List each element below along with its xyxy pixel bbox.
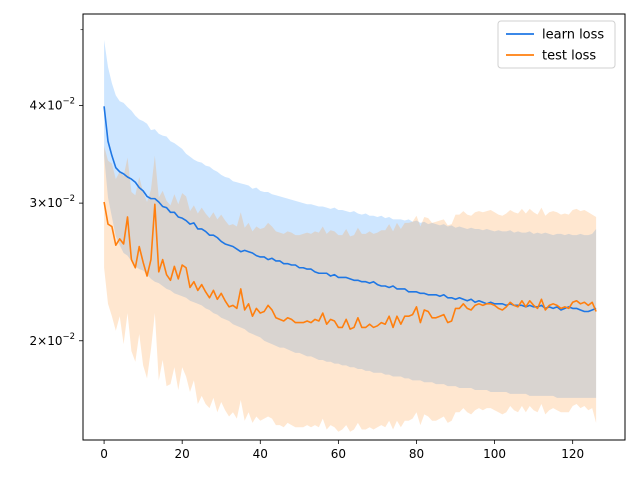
x-tick-label: 120: [561, 447, 584, 461]
y-tick-label: 3×10−2: [30, 194, 76, 210]
x-tick-label: 0: [100, 447, 108, 461]
x-axis: 0 20 40 60 80 100 120: [100, 440, 584, 461]
y-tick-label: 2×10−2: [30, 332, 76, 348]
plot-frame: [82, 13, 626, 441]
series-lines: [103, 106, 597, 330]
x-tick-label: 60: [331, 447, 346, 461]
x-tick-label: 20: [175, 447, 190, 461]
y-axis: 2×10−2 3×10−2 4×10−2: [30, 29, 83, 348]
plot-area: [83, 14, 625, 440]
x-tick-label: 40: [253, 447, 268, 461]
legend-label-2: test loss: [542, 49, 596, 64]
band-series-2: [104, 145, 597, 432]
legend-label-1: learn loss: [542, 28, 604, 43]
x-tick-label: 100: [483, 447, 506, 461]
legend-box: [497, 20, 616, 69]
y-tick-label: 4×10−2: [30, 96, 76, 112]
x-tick-label: 80: [409, 447, 424, 461]
legend: learn loss test loss: [497, 20, 616, 69]
line-series-2: [103, 201, 597, 330]
